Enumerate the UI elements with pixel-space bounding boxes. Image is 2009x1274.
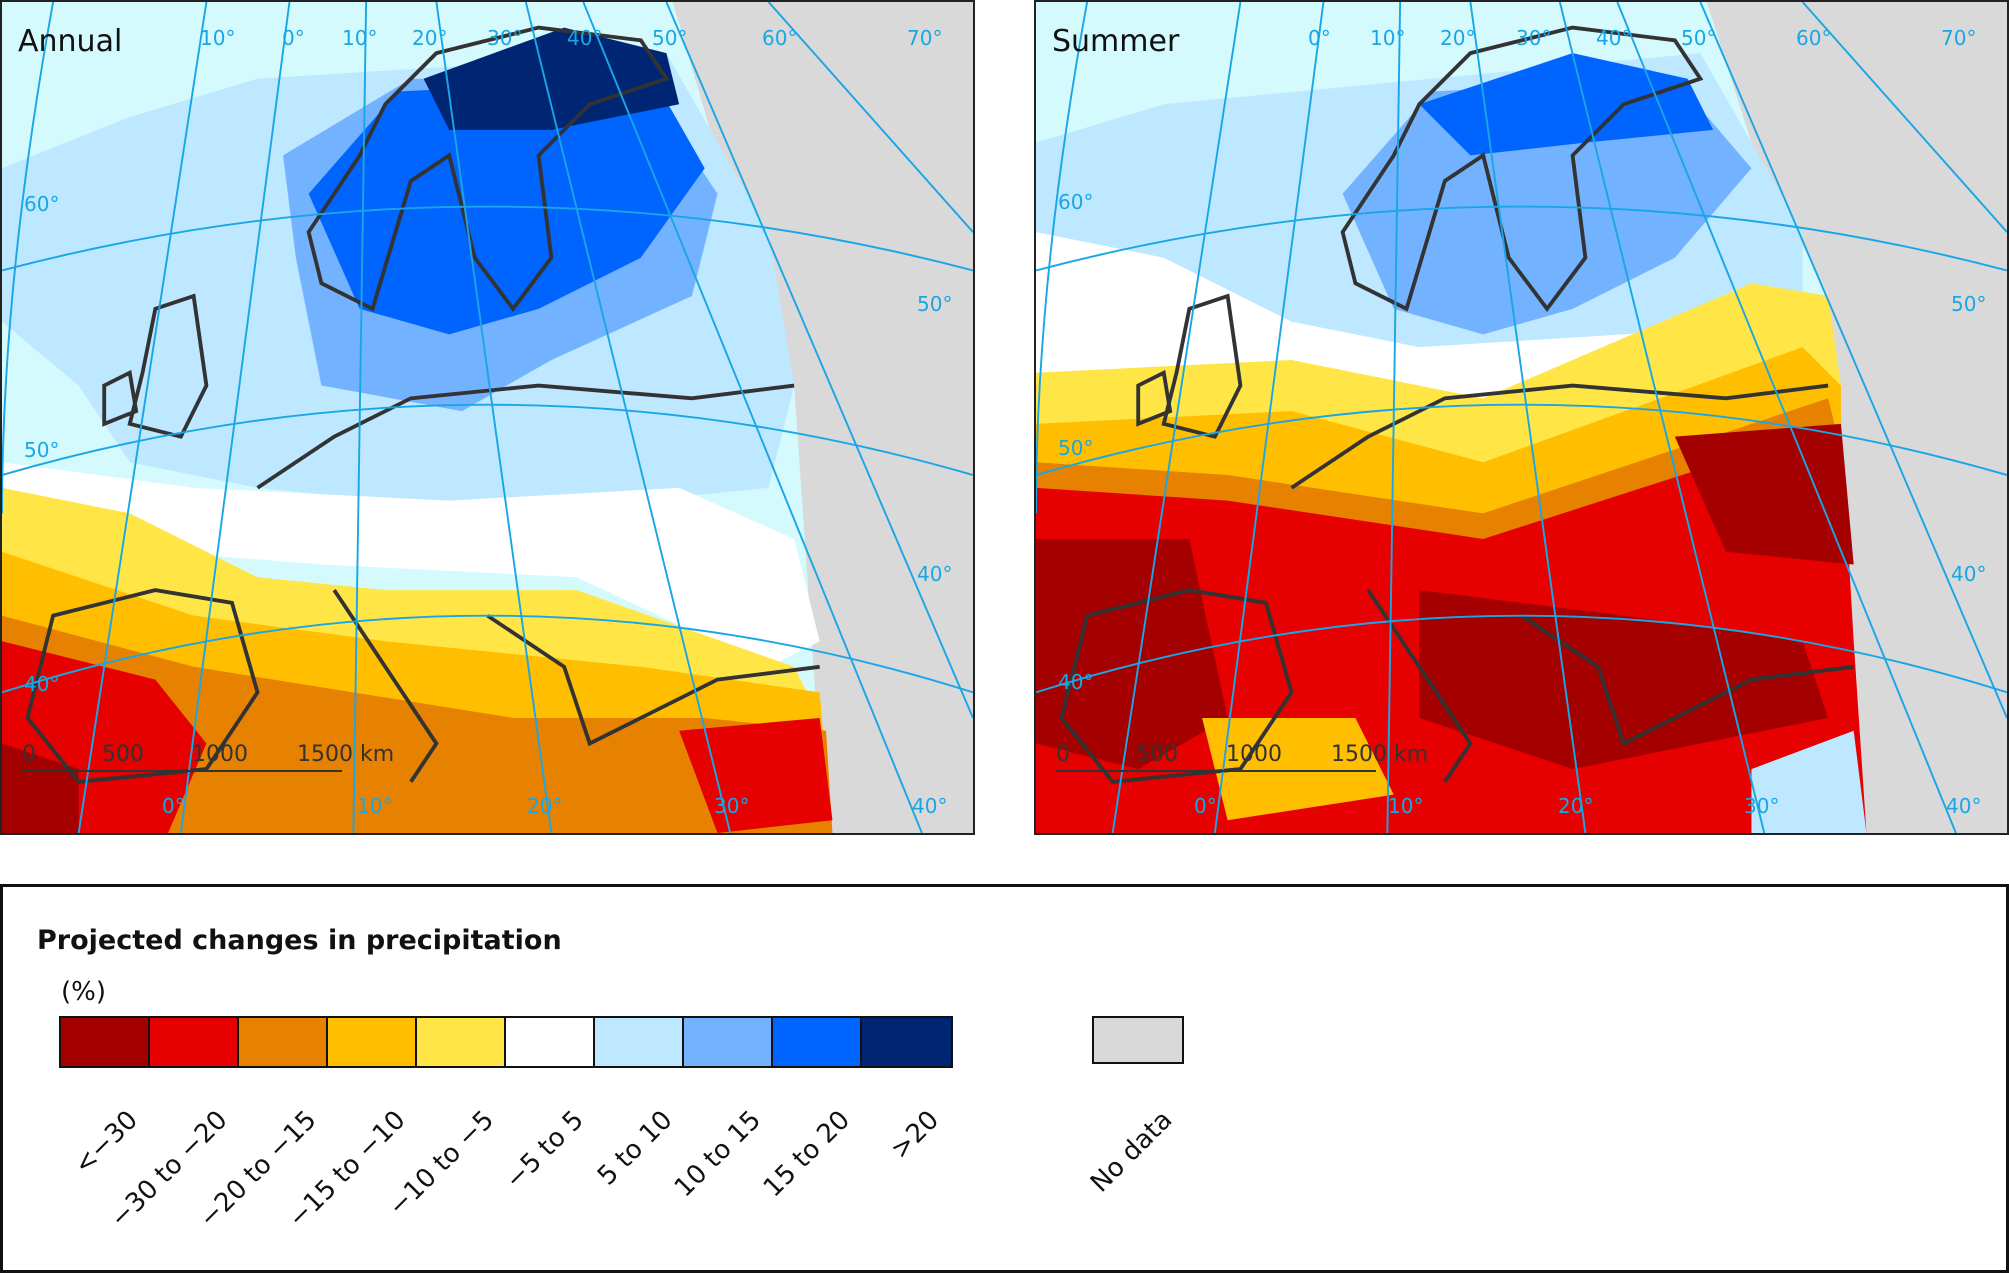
lon-label: 50° [652, 26, 688, 50]
region-minus-20-30-east [679, 717, 833, 833]
lat-label: 40° [917, 562, 953, 586]
lon-label: 30° [487, 26, 523, 50]
lat-label: 60° [1058, 190, 1094, 214]
lat-label: 60° [24, 192, 60, 216]
lat-label: 40° [1058, 670, 1094, 694]
lon-label: 30° [1516, 26, 1552, 50]
graticule [2, 2, 973, 833]
scale-label: 0 [22, 742, 36, 767]
lat-label: 50° [1951, 292, 1987, 316]
region-over-20 [423, 27, 680, 130]
map-title: Summer [1052, 24, 1180, 59]
lon-label: 70° [907, 26, 943, 50]
lon-label: 40° [567, 26, 603, 50]
lon-label: 50° [1681, 26, 1717, 50]
scale-bar: 0 500 1000 1500 km [1056, 742, 1428, 772]
lon-label: 30° [714, 794, 750, 818]
lon-label: 20° [412, 26, 448, 50]
coastlines [25, 25, 820, 784]
lon-label: 0° [282, 26, 305, 50]
lon-label: 70° [1941, 26, 1977, 50]
region-positive-south [1751, 730, 1867, 833]
lat-label: 50° [1058, 436, 1094, 460]
lon-label: 10° [200, 26, 236, 50]
lon-label: 40° [1946, 794, 1982, 818]
no-data-area [1706, 2, 2007, 833]
legend-swatch [773, 1018, 862, 1066]
scale-label: 500 [1136, 742, 1178, 767]
legend-swatches [59, 1016, 953, 1068]
lon-label: 0° [162, 794, 185, 818]
scale-label: 1500 km [1331, 742, 1429, 767]
scale-label: 1000 [1226, 742, 1282, 767]
region-below-30-south [1419, 590, 1829, 770]
legend-swatch [684, 1018, 773, 1066]
region-below-30 [2, 743, 79, 833]
legend-swatch [862, 1018, 951, 1066]
map-title: Annual [18, 24, 123, 59]
legend-swatch [506, 1018, 595, 1066]
lon-label: 20° [527, 794, 563, 818]
legend-swatch [150, 1018, 239, 1066]
region-minus-15-20 [2, 615, 833, 833]
lon-label: 10° [1370, 26, 1406, 50]
scale-label: 1500 km [297, 742, 395, 767]
graticule [1036, 2, 2007, 833]
legend-label: 5 to 10 [591, 1105, 679, 1192]
lon-label: 10° [342, 26, 378, 50]
legend-label-no-data: No data [1084, 1105, 1179, 1199]
region-15-20 [1419, 53, 1714, 156]
lon-label: 60° [762, 26, 798, 50]
legend-swatch [595, 1018, 684, 1066]
lat-label: 50° [24, 438, 60, 462]
lon-label: 10° [1388, 794, 1424, 818]
legend: Projected changes in precipitation (%) <… [0, 884, 2009, 1273]
legend-label: 15 to 20 [758, 1105, 857, 1204]
legend-label: <−30 [68, 1105, 145, 1181]
coastlines [1059, 25, 1854, 784]
lat-label: 50° [917, 292, 953, 316]
lon-label: 40° [1596, 26, 1632, 50]
legend-label: −5 to 5 [499, 1105, 590, 1196]
scale-label: 500 [102, 742, 144, 767]
lon-label: 40° [912, 794, 948, 818]
scale-bar: 0 500 1000 1500 km [22, 742, 394, 772]
region-minus-10-south [1202, 717, 1394, 821]
lon-label: 30° [1744, 794, 1780, 818]
lat-label: 40° [1951, 562, 1987, 586]
legend-unit: (%) [61, 977, 106, 1007]
lon-label: 0° [1194, 794, 1217, 818]
annual-map-canvas [2, 2, 973, 833]
legend-swatch-no-data [1092, 1016, 1184, 1064]
legend-label: >20 [885, 1105, 946, 1166]
legend-title: Projected changes in precipitation [37, 925, 562, 956]
region-below-30 [1036, 538, 1228, 770]
legend-swatch [239, 1018, 328, 1066]
lon-label: 10° [357, 794, 393, 818]
legend-swatch [417, 1018, 506, 1066]
lat-label: 40° [24, 672, 60, 696]
legend-swatch [328, 1018, 417, 1066]
legend-swatch [61, 1018, 150, 1066]
legend-label: 10 to 15 [669, 1105, 768, 1204]
map-annual: Annual 10° 0° 10° 20° 30° 40° 50° 60° 70… [0, 0, 975, 835]
lon-label: 20° [1440, 26, 1476, 50]
scale-label: 0 [1056, 742, 1070, 767]
lon-label: 20° [1558, 794, 1594, 818]
summer-map-canvas [1036, 2, 2007, 833]
map-summer: Summer 0° 10° 20° 30° 40° 50° 60° 70° 60… [1034, 0, 2009, 835]
lon-label: 0° [1308, 26, 1331, 50]
lon-label: 60° [1796, 26, 1832, 50]
region-neutral [2, 462, 820, 667]
scale-label: 1000 [192, 742, 248, 767]
region-below-30-east [1674, 423, 1854, 565]
